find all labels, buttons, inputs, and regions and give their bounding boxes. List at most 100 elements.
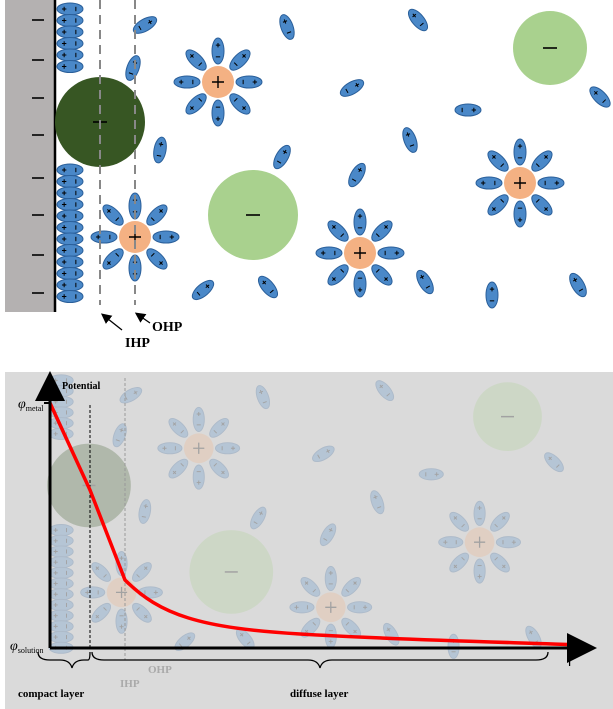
water-dipole: [146, 204, 168, 226]
water-dipole: [56, 278, 84, 292]
water-body: [153, 136, 167, 164]
plus-sign: [95, 234, 101, 240]
water-body: [416, 269, 434, 295]
x-axis-label: r: [568, 653, 573, 669]
water-body: [531, 150, 553, 172]
water-body: [56, 163, 84, 177]
plus-sign: [215, 42, 221, 48]
minus-sign: [233, 62, 238, 67]
water-dipole: [146, 248, 168, 270]
phi-symbol: φ: [18, 397, 26, 412]
water-body: [371, 220, 393, 242]
water-body: [327, 264, 349, 286]
plus-sign: [332, 277, 336, 281]
water-dipole: [235, 75, 263, 89]
water-body: [348, 162, 366, 188]
minus-sign: [535, 163, 540, 168]
plus-sign: [61, 202, 67, 207]
water-dipole: [56, 198, 84, 211]
water-dipole: [487, 150, 509, 172]
plus-sign: [61, 179, 67, 184]
water-body: [56, 209, 84, 223]
plus-sign: [61, 167, 67, 173]
water-body: [146, 248, 168, 270]
water-body: [257, 275, 279, 299]
plus-sign: [593, 90, 598, 95]
water-dipole: [513, 200, 527, 228]
water-body: [185, 49, 207, 71]
minus-sign: [419, 22, 424, 27]
plus-sign: [159, 261, 163, 265]
minus-sign: [276, 160, 282, 164]
minus-sign: [375, 233, 380, 238]
water-dipole: [402, 127, 418, 153]
water-body: [56, 60, 84, 73]
water-dipole: [56, 290, 84, 303]
water-dipole: [513, 138, 527, 166]
water-body: [56, 25, 84, 39]
phi-symbol: φ: [10, 639, 18, 654]
water-dipole: [90, 230, 118, 244]
water-dipole: [185, 93, 207, 115]
plus-sign: [61, 18, 67, 23]
plus-sign: [107, 261, 111, 265]
water-dipole: [531, 194, 553, 216]
ohp-faded-label: OHP: [148, 664, 172, 676]
water-body: [56, 37, 84, 50]
plus-sign: [514, 177, 526, 189]
plus-sign: [357, 167, 363, 173]
water-dipole: [56, 60, 84, 73]
water-body: [371, 264, 393, 286]
phi-subscript: solution: [18, 646, 44, 655]
plus-sign: [107, 209, 111, 213]
water-body: [146, 204, 168, 226]
water-dipole: [475, 176, 503, 190]
water-dipole: [416, 269, 434, 295]
water-dipole: [273, 144, 291, 170]
plus-sign: [147, 19, 153, 25]
electrode-charges: [32, 19, 44, 294]
water-body: [235, 75, 263, 89]
water-body: [211, 37, 225, 65]
compact-brace: [37, 651, 91, 669]
water-body: [191, 279, 215, 301]
plus-sign: [282, 19, 288, 24]
water-dipole: [173, 75, 201, 89]
minus-sign: [128, 72, 134, 75]
plus-sign: [190, 106, 194, 110]
plus-sign: [61, 225, 67, 230]
water-dipole: [56, 221, 84, 234]
plus-sign: [61, 213, 67, 219]
potential-curve: [48, 402, 586, 647]
phi-subscript: metal: [26, 404, 45, 413]
water-body: [513, 138, 527, 166]
plus-sign: [215, 116, 221, 122]
compact-layer-label: compact layer: [18, 688, 84, 700]
water-dipole: [371, 264, 393, 286]
water-dipole: [152, 230, 180, 244]
diffuse-brace: [91, 651, 549, 669]
electrode: [5, 0, 55, 312]
water-body: [229, 49, 251, 71]
water-body: [339, 79, 365, 97]
water-dipole: [211, 99, 225, 127]
water-dipole: [485, 281, 499, 309]
water-body: [279, 14, 295, 40]
water-dipole: [371, 220, 393, 242]
water-dipole: [353, 270, 367, 298]
water-body: [56, 2, 84, 16]
water-body: [125, 55, 141, 81]
water-body: [569, 272, 587, 298]
minus-sign: [115, 252, 120, 257]
plus-sign: [190, 54, 194, 58]
water-body: [56, 221, 84, 234]
water-dipole: [315, 246, 343, 260]
water-body: [56, 278, 84, 292]
plus-sign: [419, 274, 425, 280]
phi-solution: φsolution: [10, 639, 44, 655]
plus-sign: [357, 213, 363, 219]
plus-sign: [282, 149, 288, 155]
water-dipole: [348, 162, 366, 188]
minus-sign: [425, 285, 431, 289]
plus-sign: [492, 155, 496, 159]
